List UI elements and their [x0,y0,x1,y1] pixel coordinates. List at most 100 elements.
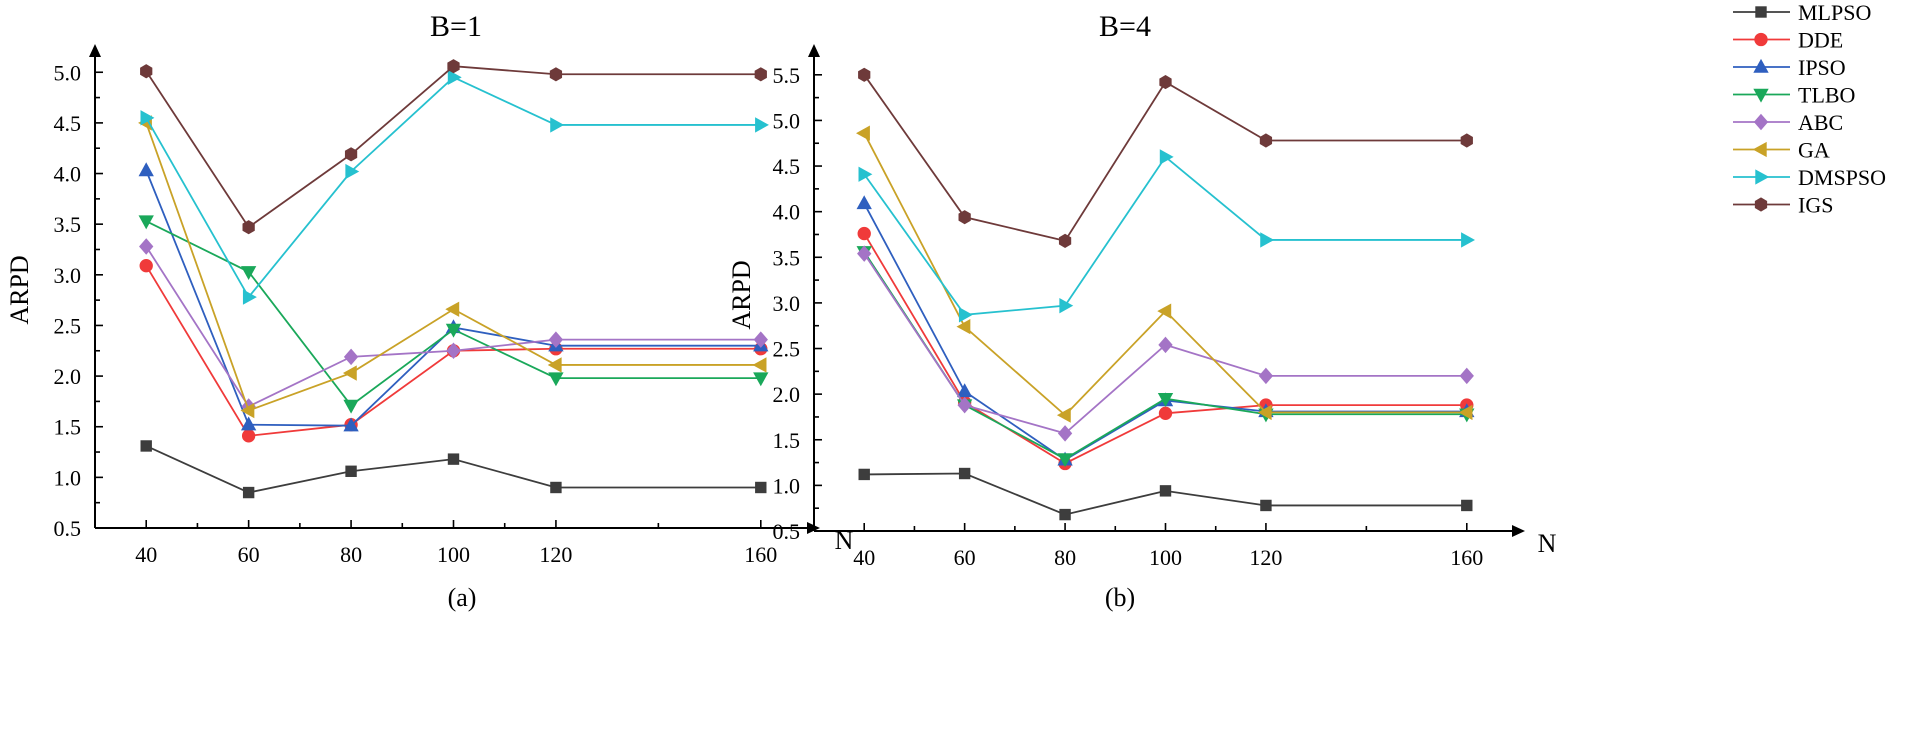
data-point-dmspso [1159,149,1174,165]
y-tick-label: 1.0 [54,465,82,490]
series-line-ga [863,132,1467,417]
data-point-ipso [956,383,973,398]
series-line-tlbo [145,220,761,407]
series-mlpso [140,440,767,499]
chart-title-a: B=1 [430,10,482,43]
data-point-ga [547,357,562,373]
data-point-mlpso [755,481,767,494]
data-point-dmspso [242,289,257,305]
y-tick-label: 2.0 [54,364,82,389]
data-point-tlbo [1057,453,1073,468]
y-tick-label: 5.0 [773,108,801,133]
series-group-b [856,67,1475,521]
x-tick-label: 40 [853,545,875,570]
y-axis-arrow-a [89,44,101,57]
y-tick-label: 4.0 [54,162,82,187]
series-tlbo [138,215,769,414]
y-tick-label: 5.0 [54,60,82,85]
series-ga [138,115,767,419]
y-axis-title-b: ARPD [727,260,756,329]
data-point-abc [343,348,359,366]
series-line-abc [863,253,1467,435]
legend-marker-abc [1753,113,1769,131]
legend-marker-tlbo [1753,88,1769,103]
y-tick-label: 5.5 [773,63,801,88]
data-point-dmspso [1260,232,1275,248]
series-line-dmspso [145,76,761,299]
data-point-mlpso [958,467,971,480]
data-point-abc [753,331,768,348]
series-abc [857,245,1474,442]
data-point-ga [1157,303,1172,319]
data-point-abc [1158,336,1173,354]
data-point-dmspso [755,117,769,133]
y-tick-label: 4.0 [773,200,801,225]
data-point-ga [240,402,255,419]
y-ticks-a: 0.5 1.0 1.5 2.0 2.5 3.0 3.5 4.0 4.5 5.0 [54,60,103,541]
x-tick-label: 40 [135,542,157,567]
y-axis-title-a: ARPD [5,255,34,324]
legend-label: DDE [1798,28,1843,53]
series-line-igs [145,65,761,229]
series-dmspso [140,69,769,305]
y-tick-label: 3.0 [773,291,801,316]
legend-label: IPSO [1798,55,1846,80]
data-point-igs [1058,233,1072,248]
y-axis-arrow-b [808,44,820,57]
data-point-mlpso [1159,485,1172,497]
data-point-dmspso [1461,232,1475,248]
data-point-tlbo [343,399,359,414]
data-point-dmspso [958,307,973,323]
data-point-tlbo [138,215,154,230]
data-point-ga [752,357,767,373]
y-tick-label: 1.5 [54,415,82,440]
x-tick-label: 160 [1450,545,1483,570]
data-point-igs [447,59,460,74]
data-point-mlpso [242,486,255,499]
data-point-dmspso [550,117,565,133]
legend-item-dde: DDE [1733,28,1843,53]
y-tick-label: 2.0 [773,382,801,407]
data-point-igs [140,64,153,79]
data-point-dde [139,259,153,273]
y-tick-label: 2.5 [773,337,801,362]
y-tick-label: 3.5 [54,212,82,237]
legend-item-ipso: IPSO [1733,55,1846,80]
data-point-dmspso [858,166,873,182]
data-point-ipso [240,416,257,431]
data-point-ga [856,125,870,141]
legend-item-tlbo: TLBO [1733,83,1855,108]
legend-item-igs: IGS [1733,193,1833,218]
legend-label: DMSPSO [1798,165,1886,190]
x-axis-title-b: N [1538,529,1557,558]
data-point-mlpso [140,440,152,452]
x-tick-label: 100 [437,542,470,567]
x-tick-label: 80 [340,542,362,567]
y-tick-label: 1.5 [773,428,801,453]
data-point-abc [548,331,564,348]
data-point-abc [857,245,872,262]
series-line-ipso [145,170,761,427]
data-point-abc [957,396,972,414]
data-point-mlpso [345,465,357,477]
series-line-mlpso [145,445,761,494]
chart-panel-b: B=4 N ARPD (b) 0.5 1.0 1.5 2.0 2.5 3.0 3.5 4.0 4… [727,10,1557,612]
panel-label-b: (b) [1105,583,1135,612]
data-point-ipso [343,417,359,432]
chart-panel-a: B=1 N ARPD (a) 0.5 1.0 1.5 2.0 2.5 3.0 3.5 4.0 4… [5,10,854,612]
data-point-igs [1259,133,1273,148]
series-igs [858,67,1473,248]
x-tick-label: 100 [1149,545,1182,570]
data-point-ga [1257,404,1272,421]
data-point-igs [549,67,563,82]
data-point-dmspso [447,69,462,85]
series-ga [856,125,1473,423]
panel-label-a: (a) [448,583,477,612]
series-line-dde [863,233,1467,465]
legend-marker-mlpso [1755,6,1767,18]
series-line-igs [863,74,1467,242]
y-ticks-b: 0.5 1.0 1.5 2.0 2.5 3.0 3.5 4.0 4.5 5.0 5.5 [773,63,822,544]
data-point-ga [1458,404,1473,421]
data-point-dde [1158,406,1173,420]
